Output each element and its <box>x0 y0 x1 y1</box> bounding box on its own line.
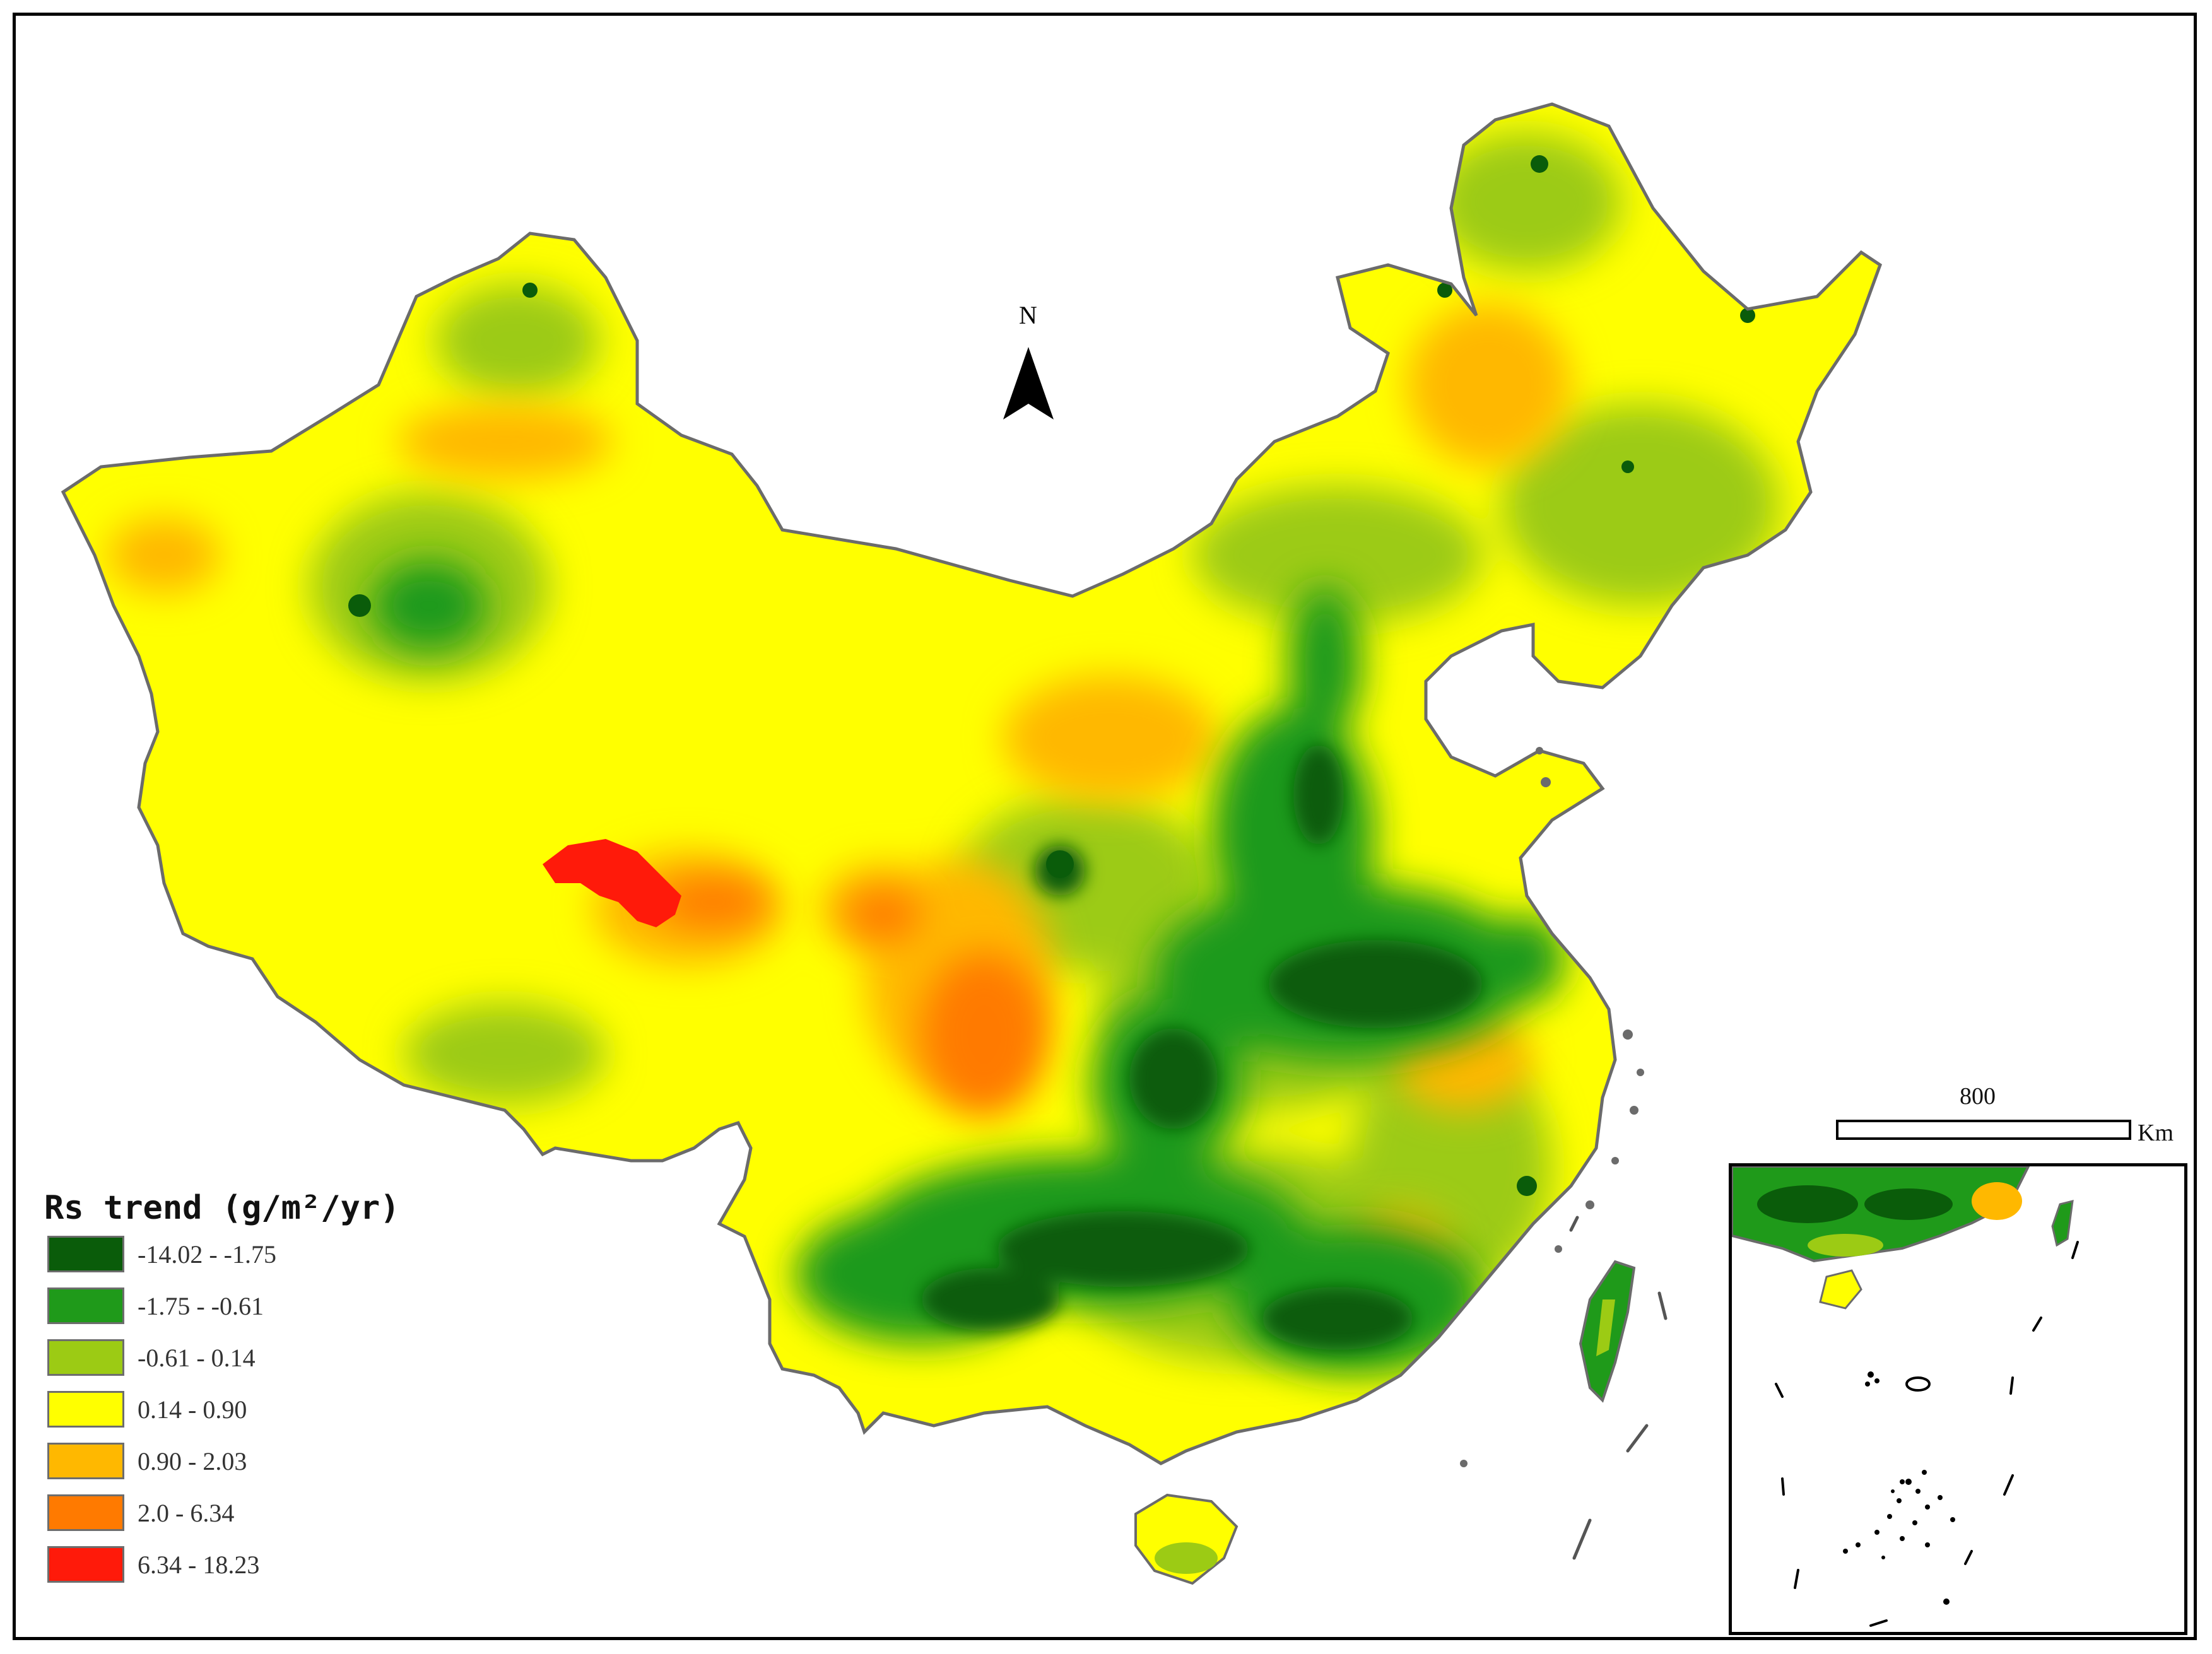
inset-islands <box>1843 1371 1955 1605</box>
legend-item: 0.14 - 0.90 <box>44 1382 423 1434</box>
legend: Rs trend (g/m²/yr) -14.02 - -1.75 -1.75 … <box>44 1189 423 1589</box>
china-border <box>61 102 1883 1465</box>
legend-swatch <box>47 1287 124 1324</box>
scale-value: 800 <box>1960 1083 1996 1110</box>
legend-range: 6.34 - 18.23 <box>138 1551 260 1579</box>
dark-orange-regions <box>656 877 1047 1117</box>
inset-hainan <box>1819 1269 1862 1310</box>
scale-bar <box>1836 1120 2131 1140</box>
legend-swatch <box>47 1236 124 1272</box>
south-china-sea-inset <box>1729 1163 2187 1635</box>
legend-item: -14.02 - -1.75 <box>44 1227 423 1279</box>
legend-item: 0.90 - 2.03 <box>44 1434 423 1486</box>
legend-item: -0.61 - 0.14 <box>44 1330 423 1382</box>
map-frame <box>13 13 2197 1640</box>
scale-unit: Km <box>2138 1120 2174 1146</box>
north-arrow <box>1003 347 1054 419</box>
legend-range: -1.75 - -0.61 <box>138 1292 264 1320</box>
inset-taiwan <box>2051 1200 2074 1247</box>
inset-nine-dash-line <box>1775 1241 2079 1627</box>
legend-item: 6.34 - 18.23 <box>44 1537 423 1589</box>
dark-green-regions <box>921 744 1483 1350</box>
coastal-islands <box>1460 747 1644 1467</box>
legend-title: Rs trend (g/m²/yr) <box>44 1189 400 1227</box>
hainan-island <box>1134 1493 1238 1585</box>
north-arrow-label: N <box>1019 301 1037 329</box>
legend-range: 0.14 - 0.90 <box>138 1395 247 1424</box>
legend-range: 2.0 - 6.34 <box>138 1499 235 1527</box>
legend-range: -14.02 - -1.75 <box>138 1240 276 1269</box>
legend-range: 0.90 - 2.03 <box>138 1447 247 1475</box>
dark-green-spots <box>348 155 1755 1196</box>
legend-swatch <box>47 1546 124 1583</box>
legend-swatch <box>47 1339 124 1376</box>
legend-item: 2.0 - 6.34 <box>44 1486 423 1537</box>
red-region <box>543 839 681 927</box>
legend-range: -0.61 - 0.14 <box>138 1344 256 1372</box>
legend-item: -1.75 - -0.61 <box>44 1279 423 1330</box>
taiwan-island <box>1579 1260 1636 1403</box>
legend-swatch <box>47 1494 124 1531</box>
inset-map <box>1732 1166 2079 1627</box>
legend-swatch <box>47 1443 124 1479</box>
legend-swatch <box>47 1391 124 1428</box>
boundary-dashes <box>1569 1216 1668 1560</box>
